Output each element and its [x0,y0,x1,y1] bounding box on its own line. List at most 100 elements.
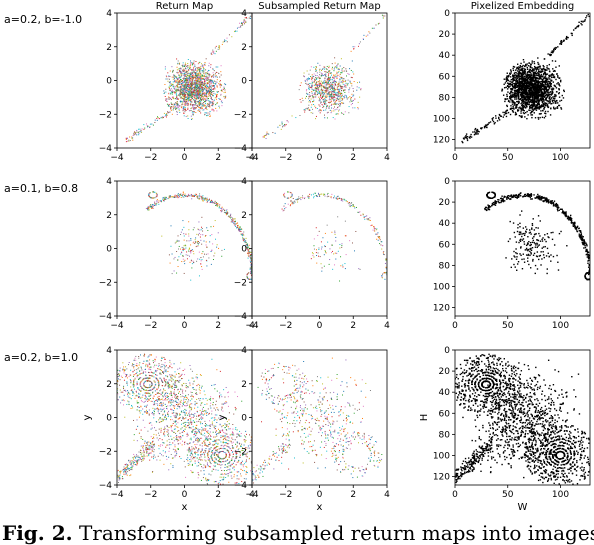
data-point [344,96,345,97]
data-point [204,89,205,90]
data-point [338,111,339,112]
data-point [333,100,334,101]
data-point [330,89,331,90]
data-point [353,88,354,89]
data-point [525,89,526,90]
data-point [514,104,515,105]
data-point [177,104,178,105]
data-point [200,85,201,86]
data-point [209,87,210,88]
data-point [211,54,212,55]
data-point [536,82,537,83]
data-point [182,85,183,86]
data-point [176,98,177,99]
data-point [538,71,539,72]
y-tick-label: −2 [234,110,247,120]
data-point [498,117,499,118]
data-point [337,75,338,76]
data-point [344,84,345,85]
data-point [140,130,141,131]
data-point [322,91,323,92]
data-point [476,132,477,133]
data-point [216,99,217,100]
data-point [351,94,352,95]
data-point [250,18,251,19]
data-point [186,104,187,105]
data-point [210,82,211,83]
data-point [537,67,538,68]
data-point [308,84,309,85]
data-point [188,91,189,92]
data-point [541,84,542,85]
data-point [490,121,491,122]
data-point [203,82,204,83]
data-point [519,67,520,68]
data-point [538,104,539,105]
data-point [208,79,209,80]
data-point [542,102,543,103]
data-point [332,96,333,97]
data-point [308,107,309,108]
data-point [539,67,540,68]
data-point [188,78,189,79]
data-point [536,107,537,108]
data-point [354,107,355,108]
data-point [316,94,317,95]
data-point [224,92,225,93]
data-point [186,76,187,77]
data-point [189,91,190,92]
data-point [550,91,551,92]
data-point [184,111,185,112]
data-point [543,98,544,99]
data-point [340,95,341,96]
data-point [189,81,190,82]
data-point [470,134,471,135]
data-point [159,118,160,119]
data-point [212,109,213,110]
data-point [182,65,183,66]
data-point [194,97,195,98]
data-point [213,93,214,94]
data-point [342,86,343,87]
data-point [507,88,508,89]
data-point [527,93,528,94]
data-point [339,103,340,104]
data-point [184,97,185,98]
data-point [203,68,204,69]
data-point [350,99,351,100]
data-point [205,65,206,66]
data-point [534,66,535,67]
data-point [550,107,551,108]
data-point [172,90,173,91]
data-point [176,89,177,90]
data-point [201,63,202,64]
data-point [212,105,213,106]
data-point [181,89,182,90]
data-point [509,86,510,87]
data-point [192,75,193,76]
data-point [331,93,332,94]
data-point [557,108,558,109]
data-point [532,107,533,108]
data-point [535,86,536,87]
data-point [202,78,203,79]
data-point [530,66,531,67]
data-point [167,81,168,82]
data-point [509,101,510,102]
data-point [345,68,346,69]
data-point [552,51,553,52]
data-point [213,75,214,76]
data-point [149,127,150,128]
data-point [519,71,520,72]
data-point [554,96,555,97]
data-point [336,72,337,73]
data-point [521,108,522,109]
data-point [330,79,331,80]
data-point [510,69,511,70]
data-point [209,84,210,85]
data-point [171,88,172,89]
data-point [198,92,199,93]
data-point [195,92,196,93]
data-point [326,89,327,90]
data-point [206,98,207,99]
